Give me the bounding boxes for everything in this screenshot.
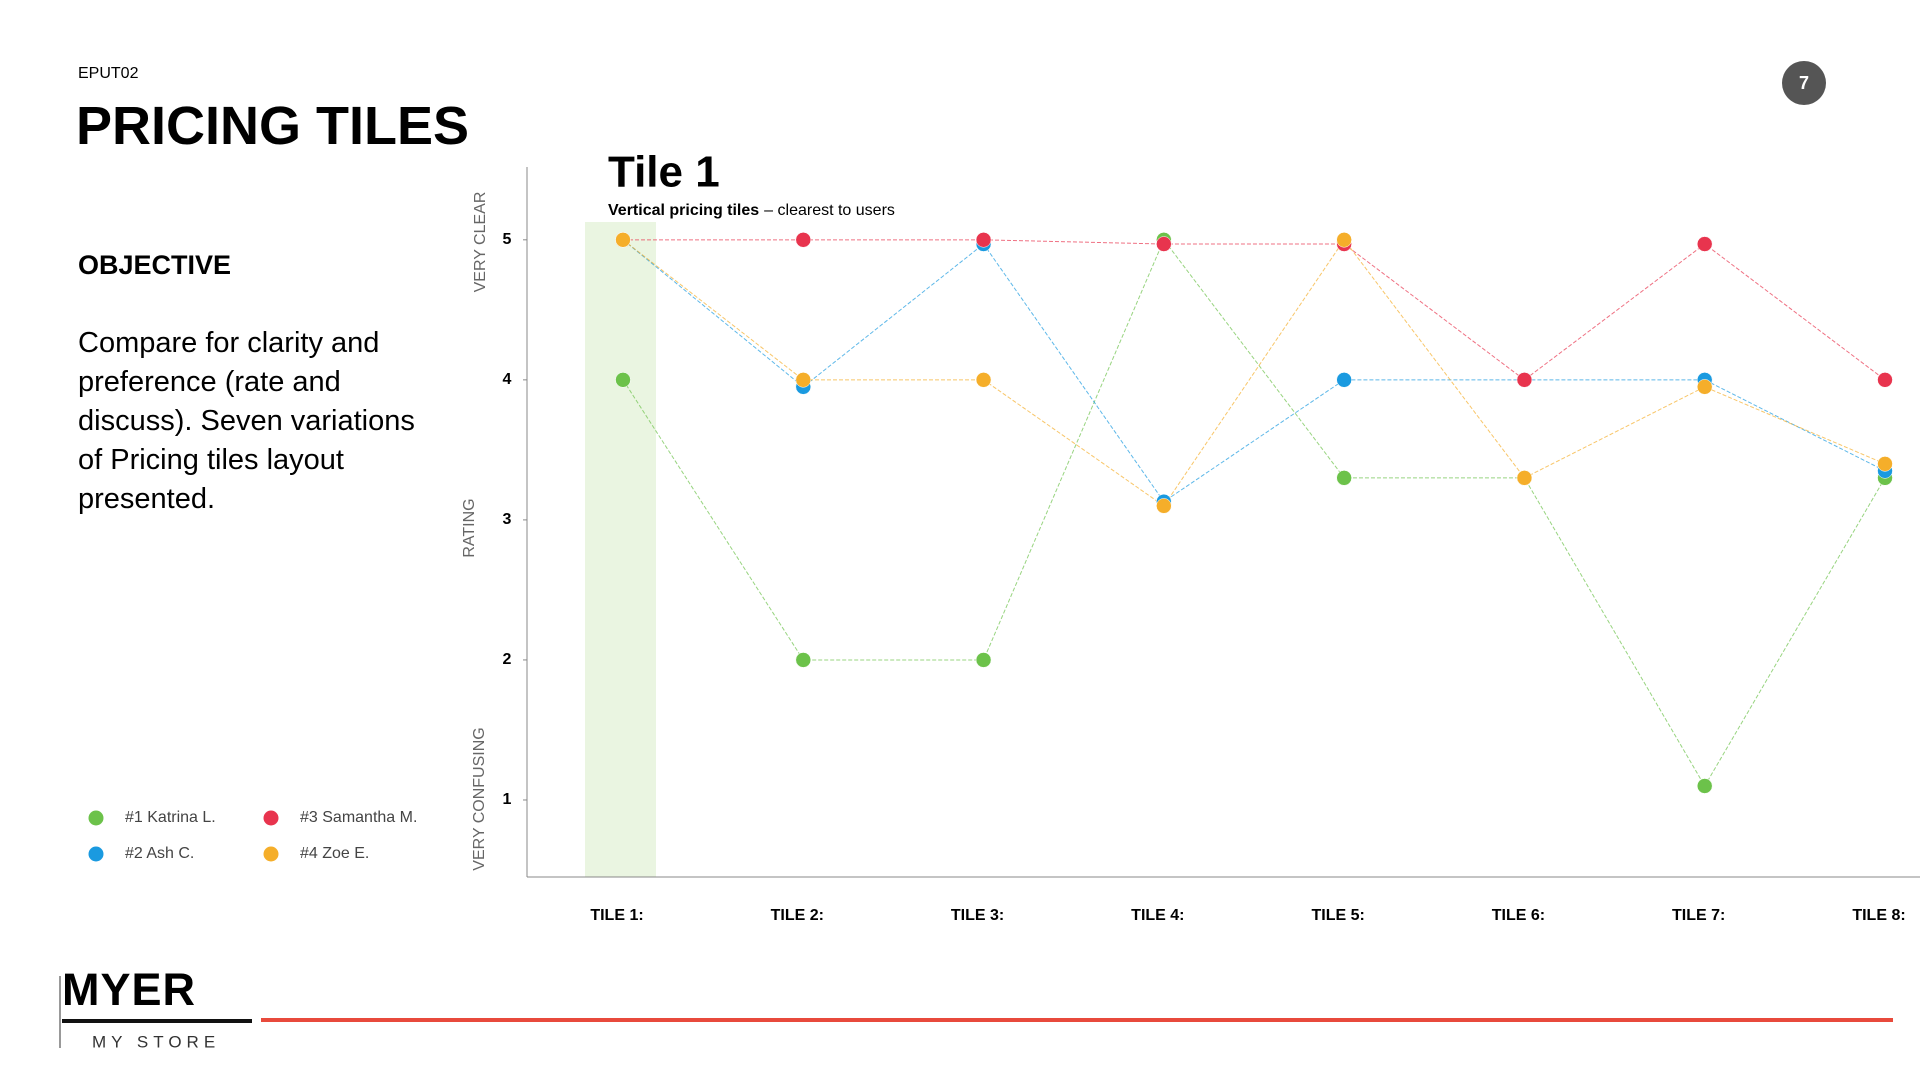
- legend-label: #2 Ash C.: [125, 845, 194, 862]
- data-point: [1156, 236, 1172, 252]
- legend-marker: [88, 846, 104, 862]
- y-tick-label: 3: [503, 511, 512, 528]
- subtitle-emphasis: Vertical pricing tiles: [608, 202, 759, 219]
- data-point: [615, 372, 631, 388]
- data-point: [795, 232, 812, 248]
- data-point: [1877, 372, 1893, 388]
- y-tick-label: 2: [503, 651, 512, 668]
- page-number: 7: [1799, 73, 1809, 93]
- slide-code: EPUT02: [78, 65, 139, 82]
- data-point: [795, 652, 812, 668]
- x-tick-label: TILE 2:: [771, 907, 824, 924]
- data-point: [1336, 470, 1352, 486]
- logo-brand: MYER: [62, 964, 196, 1015]
- x-tick-label: TILE 6:: [1492, 907, 1545, 924]
- data-point: [975, 232, 992, 248]
- y-tick-label: 5: [503, 231, 512, 248]
- y-label: RATING: [461, 498, 478, 557]
- series-line: [623, 239, 1886, 381]
- series-line: [622, 238, 1886, 787]
- data-point: [1336, 372, 1352, 388]
- x-tick-label: TILE 4:: [1131, 907, 1184, 924]
- x-tick-label: TILE 1:: [590, 907, 643, 924]
- data-point: [1696, 379, 1713, 395]
- x-tick-label: TILE 5:: [1311, 907, 1364, 924]
- x-tick-label: TILE 8:: [1852, 907, 1905, 924]
- legend-marker: [88, 810, 104, 826]
- logo-tagline: MY STORE: [92, 1032, 220, 1051]
- y-tick-label: 1: [503, 791, 512, 808]
- data-point: [1516, 470, 1533, 486]
- y-tick-label: 4: [503, 371, 512, 388]
- chart-title: Tile 1: [608, 148, 720, 197]
- legend-label: #4 Zoe E.: [300, 845, 369, 862]
- series-line: [622, 239, 1886, 503]
- chart-subtitle: Vertical pricing tiles – clearest to user…: [608, 202, 895, 219]
- data-point: [795, 372, 812, 388]
- legend-marker: [263, 846, 279, 862]
- y-label-bottom: VERY CONFUSING: [471, 727, 488, 870]
- data-point: [1156, 498, 1172, 514]
- data-point: [1877, 456, 1893, 472]
- legend-label: #1 Katrina L.: [125, 809, 216, 826]
- x-tick-label: TILE 7:: [1672, 907, 1725, 924]
- x-tick-label: TILE 3:: [951, 907, 1004, 924]
- series-line: [622, 238, 1886, 507]
- objective-text: Compare for clarity and preference (rate…: [78, 327, 415, 515]
- objective-heading: OBJECTIVE: [78, 250, 232, 280]
- y-label-top: VERY CLEAR: [472, 192, 489, 293]
- data-point: [975, 372, 992, 388]
- data-point: [975, 652, 992, 668]
- legend-label: #3 Samantha M.: [300, 809, 417, 826]
- data-point: [1696, 778, 1713, 794]
- data-point: [615, 232, 631, 248]
- data-point: [1336, 232, 1352, 248]
- data-point: [1696, 236, 1713, 252]
- data-point: [1516, 372, 1533, 388]
- slide-title: PRICING TILES: [76, 96, 470, 156]
- legend-marker: [263, 810, 279, 826]
- subtitle-text: – clearest to users: [764, 202, 895, 219]
- page-badge: [1782, 61, 1826, 105]
- highlight-band: [585, 222, 656, 877]
